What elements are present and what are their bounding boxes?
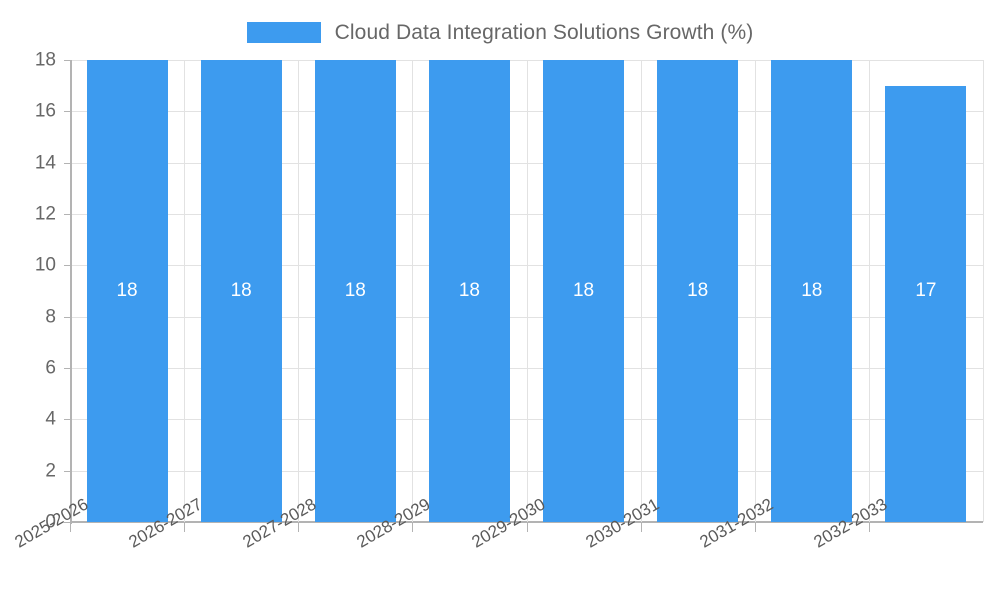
legend-color-swatch[interactable] [246,21,321,43]
y-gridline [70,214,983,215]
bar[interactable]: 17 [885,85,967,522]
y-tick-label: 14 [34,152,56,174]
y-gridline [70,60,983,61]
legend-label: Cloud Data Integration Solutions Growth … [334,20,754,44]
x-tick-mark [527,523,528,532]
x-tick-mark [70,523,71,532]
y-tick-label: 4 [45,408,56,430]
y-gridline [70,419,983,421]
x-gridline [412,60,413,522]
y-gridline [70,470,983,472]
y-tick-mark [64,214,71,215]
y-tick-mark [64,368,71,369]
bar-value-label: 18 [116,280,138,301]
y-gridline [70,265,983,267]
plot-area: 18 18 18 18 18 18 18 17 [70,60,984,523]
x-gridline [869,60,870,522]
bar-value-label: 18 [572,280,595,301]
y-tick-mark [64,316,71,318]
y-tick-mark [64,111,71,113]
y-tick-mark [64,60,71,61]
x-tick-mark [412,523,413,532]
bar-value-label: 18 [230,280,252,301]
bar[interactable]: 18 [657,60,739,522]
bar-value-label: 18 [687,280,709,301]
y-gridline [70,368,983,369]
y-tick-label: 10 [34,254,56,276]
y-tick-mark [64,522,71,523]
y-tick-label: 12 [34,203,56,225]
bar[interactable]: 18 [428,60,510,522]
x-tick-mark [298,523,299,532]
bar-value-label: 18 [458,280,480,301]
y-tick-label: 16 [34,100,56,122]
chart-legend: Cloud Data Integration Solutions Growth … [0,14,1000,50]
x-tick-mark [641,523,642,532]
x-gridline [983,60,984,522]
x-tick-mark [755,523,756,532]
bar[interactable]: 18 [771,60,853,522]
y-tick-label: 6 [45,357,56,379]
bar[interactable]: 18 [86,60,168,522]
y-tick-mark [64,470,71,472]
y-gridline [70,111,983,113]
y-tick-mark [64,265,71,267]
y-gridline [70,316,983,318]
x-tick-mark [184,523,185,532]
y-tick-label: 8 [45,306,56,328]
y-axis-tick-labels: 0 2 4 6 8 10 12 14 16 18 [0,51,56,532]
x-tick-mark [869,523,870,532]
bar-value-label: 18 [801,280,823,301]
bar[interactable]: 18 [543,60,625,522]
y-tick-label: 2 [45,460,56,482]
x-gridline [184,60,185,522]
y-axis-line [70,60,72,524]
x-gridline [755,60,756,522]
x-gridline [641,60,642,522]
y-tick-mark [64,419,71,421]
x-gridline [298,60,299,522]
y-tick-mark [64,162,71,164]
bar-value-label: 18 [344,280,366,301]
bar[interactable]: 18 [314,60,396,522]
y-gridline [70,521,983,523]
y-tick-label: 18 [34,49,56,71]
x-gridline [527,60,528,522]
y-gridline [70,162,983,164]
y-tick-label: 0 [45,511,56,533]
bar-value-label: 17 [915,280,937,301]
bar[interactable]: 18 [200,60,282,522]
